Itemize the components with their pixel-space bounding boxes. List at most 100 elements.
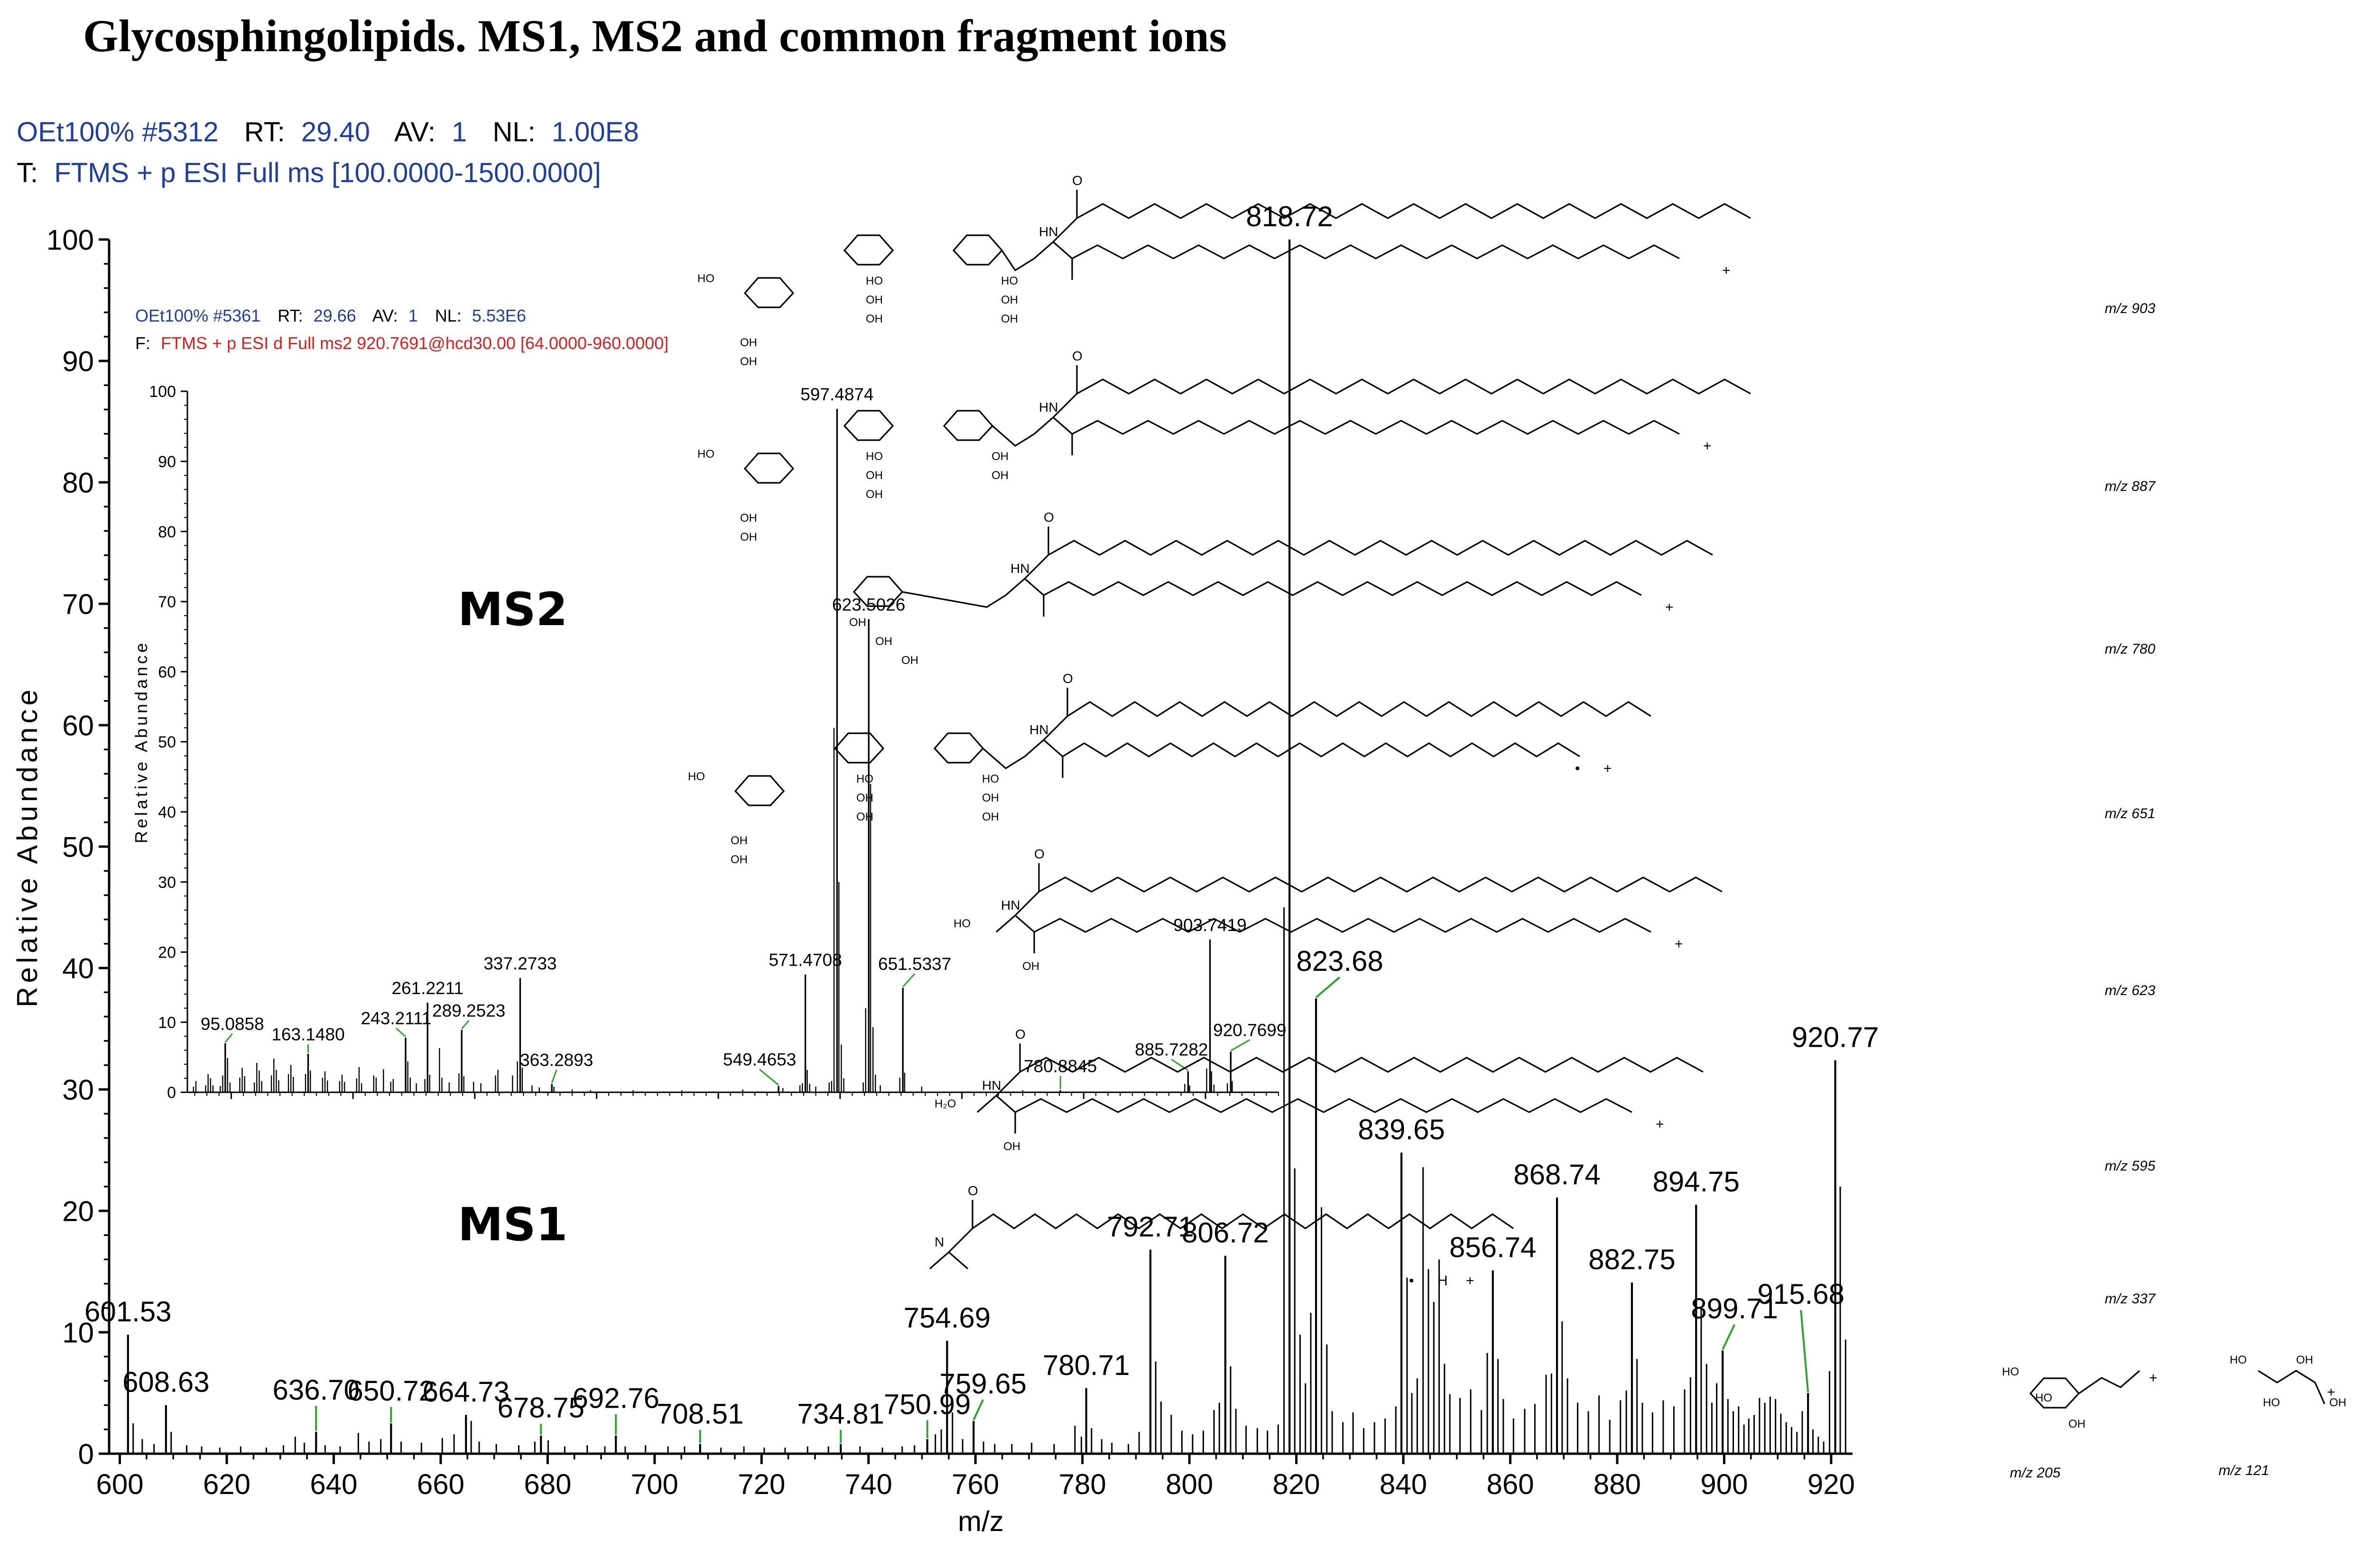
x-tick-label: 780 (1059, 1468, 1106, 1500)
peak-label: 818.72 (1246, 201, 1333, 232)
y-axis-label: Relative Abundance (131, 640, 151, 843)
amide-bond (1014, 891, 1040, 916)
y-tick-label: 80 (158, 523, 176, 541)
y-tick-label: 100 (46, 224, 94, 256)
glycosidic-link (902, 591, 1006, 608)
amide-label: N (935, 1235, 944, 1249)
y-tick-label: 10 (62, 1317, 94, 1349)
peak-leader-line (396, 1027, 407, 1037)
peak-label: 882.75 (1588, 1244, 1676, 1275)
hydroxyl-label: HO (697, 448, 714, 461)
ms2-filter: FTMS + p ESI d Full ms2 920.7691@hcd30.0… (161, 333, 668, 353)
sugar-ring (834, 732, 885, 764)
y-tick-label: 20 (158, 944, 176, 962)
svg-text:F: FTMS + p ESI d Full m: F: FTMS + p ESI d Full ms2 920.7691@hcd3… (135, 333, 668, 353)
structure-6: HN O H₂O OH + m/z 595 (935, 1027, 2156, 1174)
peak-label: 692.76 (572, 1383, 659, 1414)
y-tick-label: 0 (78, 1439, 94, 1470)
hydroxyl-label: HO (697, 272, 714, 285)
sphingoid-backbone (1005, 577, 1045, 596)
amide-label: HN (1039, 400, 1058, 415)
fragment-mz-label: m/z 651 (2105, 806, 2156, 821)
hydroxyl-label: HO (2002, 1365, 2019, 1378)
charge-mark: + (2149, 1370, 2158, 1386)
x-tick-label: 740 (845, 1468, 892, 1500)
amide-bond (948, 1227, 973, 1253)
x-tick-label: 920 (1807, 1468, 1855, 1500)
sugar-ring (734, 775, 785, 806)
glycosidic-link (982, 747, 1025, 769)
charge-mark: + (1665, 600, 1674, 615)
peak-label: 806.72 (1182, 1217, 1269, 1249)
structure-1: HN O HO HO HO OH OH OH OH OH OH + m/z 903 (697, 173, 2156, 368)
charge-mark: + (1656, 1116, 1664, 1132)
fatty-acyl-chain (1067, 701, 1651, 717)
sphingoid-backbone (1033, 416, 1073, 435)
sugar-ring (943, 410, 994, 441)
ms1-scan: OEt100% #5312 (17, 117, 219, 148)
peak-label: 261.2211 (391, 978, 463, 998)
x-tick-label: 700 (631, 1468, 678, 1500)
ms1-nl: 1.00E8 (552, 117, 639, 148)
hydroxyl-label: OH (740, 512, 757, 525)
hydroxyl-label: OH (740, 336, 757, 349)
x-tick-label: 860 (1486, 1468, 1534, 1500)
sphingoid-backbone (1024, 738, 1064, 757)
peak-label: 651.5337 (878, 954, 951, 974)
x-tick-label: 660 (417, 1468, 464, 1500)
sugar-ring (933, 732, 984, 764)
hydroxyl-label: OH (901, 654, 918, 667)
sugar-ring (952, 234, 1003, 266)
amide-bond (1024, 554, 1049, 580)
peak-label: 337.2733 (483, 954, 556, 973)
fragment-mz-label: m/z 121 (2219, 1463, 2270, 1478)
amide-label: HN (982, 1078, 1001, 1093)
x-tick-label: 600 (96, 1468, 143, 1500)
ms2-av: 1 (408, 306, 418, 325)
y-tick-label: 50 (158, 733, 176, 751)
hydroxyl-label: OH (2296, 1354, 2313, 1366)
hydroxyl-label: H₂O (935, 1098, 956, 1110)
peak-label: 920.7699 (1213, 1020, 1286, 1040)
ms2-filter-prefix: F: (135, 333, 150, 353)
ms2-rt-label: RT: (278, 306, 303, 325)
peak-label: 856.74 (1449, 1231, 1537, 1263)
fatty-acyl-chain (1019, 1057, 1704, 1073)
peak-label: 839.65 (1358, 1114, 1445, 1145)
sphingoid-chain (1043, 581, 1642, 596)
charge-mark: + (1722, 263, 1731, 278)
hydroxyl-label: OH (740, 355, 757, 368)
hydroxyl-label: OH (991, 450, 1009, 463)
amide-label: HN (1029, 722, 1048, 737)
charge-mark: + (1675, 936, 1683, 952)
hydroxyl-label: HO (866, 275, 883, 287)
ms2-nl: 5.53E6 (472, 306, 526, 325)
x-tick-label: 800 (1166, 1468, 1213, 1500)
x-tick-label: 760 (952, 1468, 999, 1500)
hydroxyl-label: HO (954, 917, 971, 930)
peak-label: 664.73 (422, 1376, 510, 1408)
peak-label: 920.77 (1792, 1022, 1879, 1053)
charge-mark: + (1603, 761, 1612, 776)
structure-3: HN O OH OH OH + m/z 780 (849, 510, 2156, 667)
hydroxyl-label: HO (856, 773, 873, 785)
fatty-acyl-chain (972, 1213, 1514, 1229)
sphingoid-backbone (1033, 240, 1073, 259)
hydroxyl-label: OH (856, 811, 873, 823)
fatty-acyl-chain (1038, 876, 1723, 893)
peak-leader-line (1800, 1310, 1809, 1393)
peak-label: 597.4874 (800, 385, 873, 404)
sugar-ring (843, 410, 894, 441)
ms2-rt: 29.66 (314, 306, 356, 325)
svg-text:OEt100% #5361 RT:: OEt100% #5361 RT: 29.66 AV: 1 NL: 5.53E6 (135, 306, 526, 325)
sphingoid-backbone (976, 1094, 1016, 1113)
hydroxyl-label: OH (982, 792, 999, 804)
sphingoid-chain (1072, 244, 1680, 259)
hydroxyl-label: HO (1001, 275, 1018, 287)
y-tick-label: 90 (62, 346, 94, 378)
peak-label: 623.5026 (832, 595, 905, 614)
sugar-ring (743, 277, 795, 308)
